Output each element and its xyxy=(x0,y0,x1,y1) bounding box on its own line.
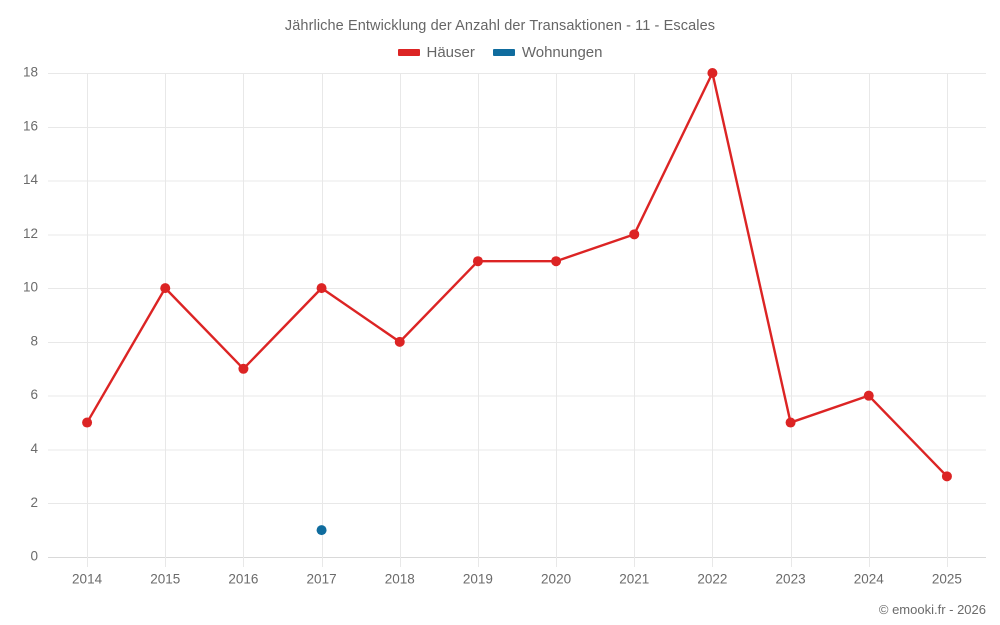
data-point[interactable]: Häuser 2025: 3 xyxy=(941,471,952,482)
data-point[interactable]: Häuser 2020: 11 xyxy=(551,256,562,267)
chart-legend: Häuser Wohnungen xyxy=(0,44,1000,61)
x-axis-tick-label: 2024 xyxy=(854,572,885,587)
legend-item-wohnungen[interactable]: Wohnungen xyxy=(492,44,603,61)
legend-label-wohnungen: Wohnungen xyxy=(521,44,603,61)
data-point[interactable]: Häuser 2017: 10 xyxy=(316,283,327,294)
y-axis-tick-label: 16 xyxy=(23,118,38,133)
y-axis-tick-label: 18 xyxy=(23,65,38,80)
data-point[interactable]: Häuser 2023: 5 xyxy=(785,417,796,428)
x-axis-tick-label: 2014 xyxy=(72,572,103,587)
x-axis-tick-label: 2017 xyxy=(307,572,337,587)
legend-item-hauser[interactable]: Häuser xyxy=(397,44,475,61)
series-line-0 xyxy=(85,71,949,478)
legend-label-hauser: Häuser xyxy=(426,44,475,61)
x-axis-tick-label: 2025 xyxy=(932,572,962,587)
data-point[interactable]: Häuser 2019: 11 xyxy=(472,256,483,267)
y-axis-tick-label: 10 xyxy=(23,280,38,295)
copyright-credit: © emooki.fr - 2026 xyxy=(878,602,986,617)
x-axis-tick-label: 2016 xyxy=(228,572,258,587)
y-axis-tick-label: 6 xyxy=(30,387,38,402)
x-axis-tick-label: 2023 xyxy=(776,572,806,587)
data-point[interactable]: Häuser 2024: 6 xyxy=(863,390,874,401)
x-axis-tick-label: 2020 xyxy=(541,572,571,587)
y-axis-tick-label: 12 xyxy=(23,226,38,241)
x-axis-tick-label: 2022 xyxy=(697,572,727,587)
x-axis-tick-label: 2018 xyxy=(385,572,415,587)
data-point[interactable]: Häuser 2016: 7 xyxy=(238,363,249,374)
chart-title: Jährliche Entwicklung der Anzahl der Tra… xyxy=(284,18,716,34)
legend-swatch-wohnungen xyxy=(492,49,515,56)
data-point[interactable]: Häuser 2018: 8 xyxy=(394,336,405,347)
data-point[interactable]: Häuser 2021: 12 xyxy=(629,229,640,240)
x-axis-tick-label: 2015 xyxy=(150,572,180,587)
legend-swatch-hauser xyxy=(397,49,420,56)
data-point[interactable]: Wohnungen 2017: 1 xyxy=(316,525,327,536)
data-point[interactable]: Häuser 2014: 5 xyxy=(82,417,93,428)
data-point[interactable]: Häuser 2015: 10 xyxy=(160,283,171,294)
y-axis-tick-label: 14 xyxy=(23,172,39,187)
y-axis-tick-label: 4 xyxy=(30,441,38,456)
y-axis-tick-label: 8 xyxy=(30,333,38,348)
data-point[interactable]: Häuser 2022: 18 xyxy=(707,68,718,78)
y-axis-tick-label: 0 xyxy=(30,549,38,564)
x-axis-tick-label: 2019 xyxy=(463,572,493,587)
y-axis-tick-label: 2 xyxy=(30,495,38,510)
x-axis-tick-label: 2021 xyxy=(619,572,649,587)
